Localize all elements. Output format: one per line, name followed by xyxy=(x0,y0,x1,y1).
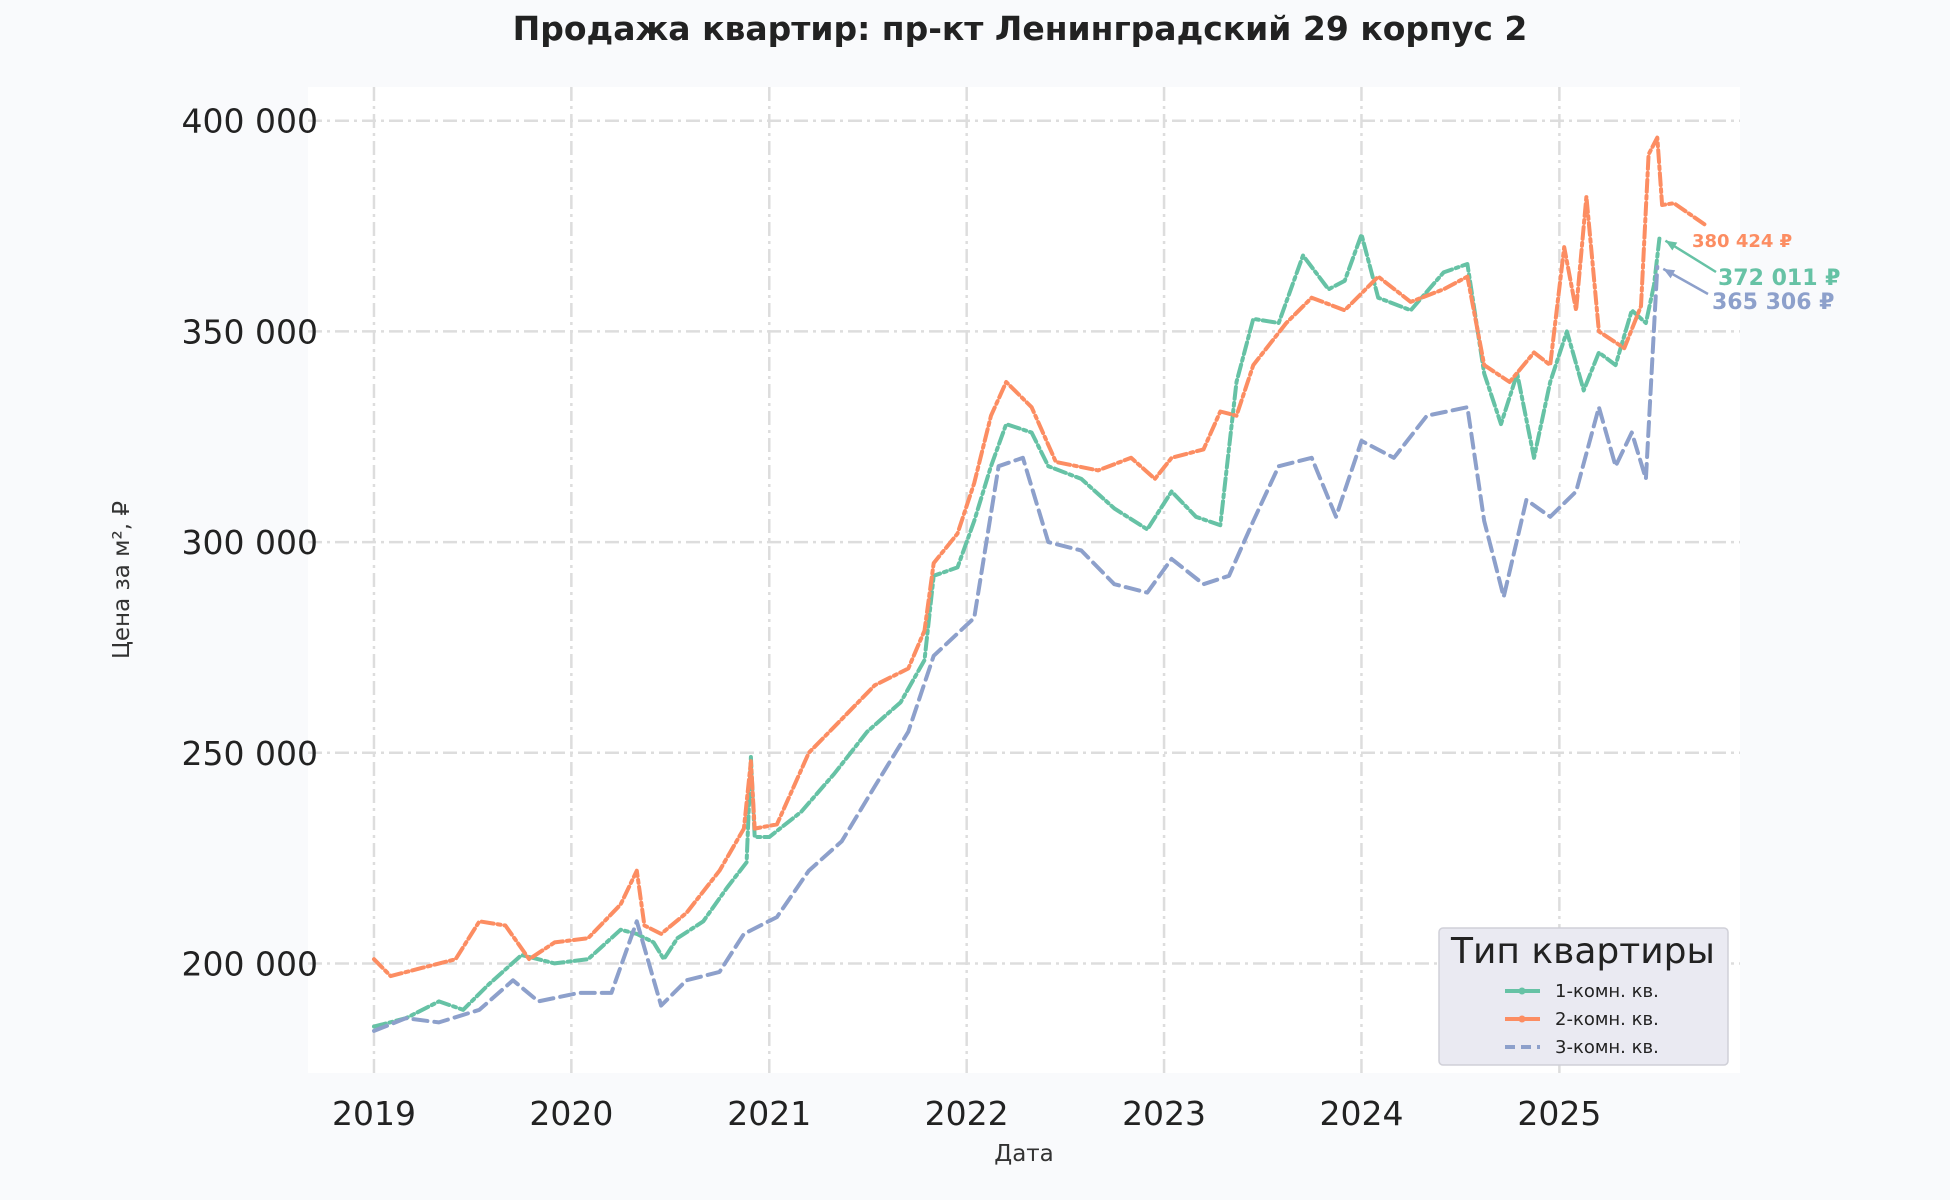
x-tick-label: 2024 xyxy=(1319,1094,1403,1133)
y-tick-label: 250 000 xyxy=(182,734,318,773)
x-tick-label: 2020 xyxy=(529,1094,613,1133)
y-tick-label: 350 000 xyxy=(182,312,318,351)
x-tick-label: 2023 xyxy=(1122,1094,1206,1133)
legend: Тип квартиры 1-комн. кв. 2-комн. кв. 3-ком… xyxy=(1438,927,1729,1066)
legend-label-3: 3-комн. кв. xyxy=(1555,1037,1659,1058)
y-axis-label: Цена за м², ₽ xyxy=(109,501,135,659)
legend-label-1: 1-комн. кв. xyxy=(1555,981,1659,1002)
annotation-label: 380 424 ₽ xyxy=(1692,231,1792,252)
chart-title: Продажа квартир: пр-кт Ленинградский 29 … xyxy=(513,9,1528,48)
y-tick-label: 300 000 xyxy=(182,523,318,562)
annotations: 380 424 ₽ 372 011 ₽365 306 ₽ xyxy=(1662,231,1840,315)
legend-title: Тип квартиры xyxy=(1450,931,1715,972)
annotation-label: 372 011 ₽ xyxy=(1718,266,1840,291)
annotation-arrowhead xyxy=(1665,240,1678,251)
y-tick-label: 400 000 xyxy=(182,102,318,141)
legend-box xyxy=(1438,927,1729,1066)
x-tick-label: 2019 xyxy=(332,1094,416,1133)
annotation-label: 365 306 ₽ xyxy=(1712,290,1834,315)
series-line-2 xyxy=(372,135,1709,979)
x-tick-label: 2025 xyxy=(1517,1094,1601,1133)
series-lines xyxy=(372,135,1709,1033)
legend-marker-1 xyxy=(1518,987,1526,995)
legend-label-2: 2-комн. кв. xyxy=(1555,1009,1659,1030)
x-tick-label: 2022 xyxy=(925,1094,1009,1133)
legend-items: 1-комн. кв. 2-комн. кв. 3-комн. кв. xyxy=(1505,981,1659,1058)
legend-marker-2 xyxy=(1518,1015,1526,1023)
x-axis-label: Дата xyxy=(994,1141,1054,1167)
series-line-3 xyxy=(372,264,1660,1033)
x-tick-label: 2021 xyxy=(727,1094,811,1133)
plot-area xyxy=(308,87,1740,1073)
grid xyxy=(308,87,1740,1073)
y-tick-label: 200 000 xyxy=(182,944,318,983)
annotation-arrowhead xyxy=(1663,268,1676,279)
tick-labels: 200 000 250 000 300 000 350 000 400 000 2019 2… xyxy=(182,102,1602,1133)
